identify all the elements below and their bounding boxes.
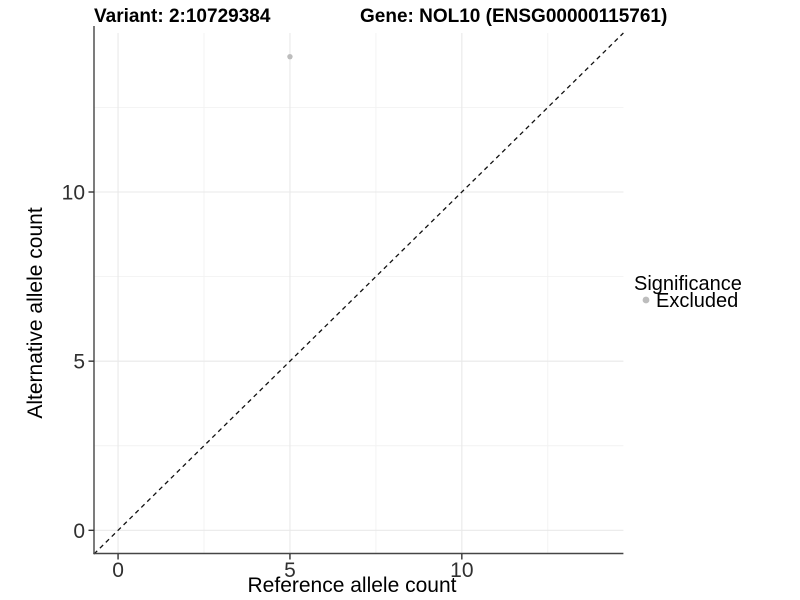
y-axis-title: Alternative allele count [24,207,47,418]
axis-lines [93,26,624,555]
y-tick-label: 5 [73,351,85,374]
identity-dashed-line [93,32,624,555]
legend-key-dot-icon [642,296,650,304]
y-tick-label: 0 [73,520,85,543]
gridlines-minor [94,33,624,554]
y-tick-label: 10 [62,182,85,205]
x-tick-labels: 0 5 10 [112,559,473,582]
y-tick-labels: 0 5 10 [62,182,85,543]
x-tick-label: 0 [112,559,124,582]
gene-title: Gene: NOL10 (ENSG00000115761) [360,6,667,27]
data-points [287,53,293,60]
legend-label-excluded: Excluded [656,290,738,312]
x-tick-label: 5 [284,559,296,582]
legend-title: Significance [634,273,742,295]
gridlines-major [94,33,624,554]
x-tick-label: 10 [450,559,473,582]
scatter-point [287,53,293,60]
axis-tick-marks [88,191,463,560]
variant-title: Variant: 2:10729384 [94,6,271,27]
legend: Significance Excluded [634,273,742,312]
x-axis-title: Reference allele count [248,574,457,597]
